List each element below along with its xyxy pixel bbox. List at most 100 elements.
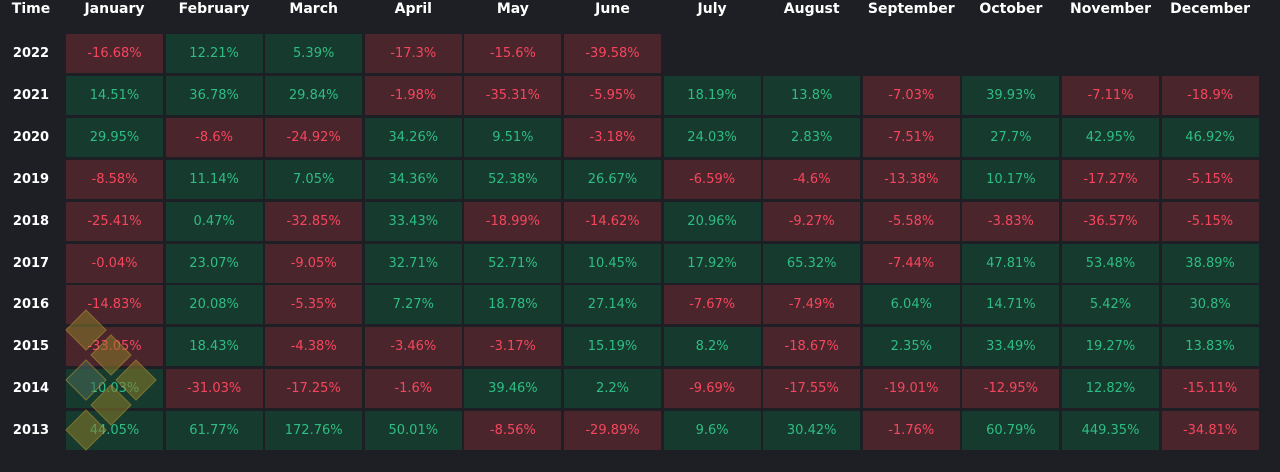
return-cell: -31.03% bbox=[165, 369, 263, 409]
return-cell: -7.11% bbox=[1062, 75, 1159, 115]
return-cell: -8.56% bbox=[464, 411, 562, 451]
return-cell: -14.83% bbox=[66, 285, 163, 325]
return-cell: -9.27% bbox=[763, 201, 861, 241]
return-cell: -8.58% bbox=[66, 159, 163, 199]
return-cell: -7.44% bbox=[862, 243, 960, 283]
return-cell: -33.05% bbox=[66, 327, 163, 367]
return-cell: -18.99% bbox=[464, 201, 562, 241]
return-cell: -8.6% bbox=[165, 117, 263, 157]
return-cell: 449.35% bbox=[1062, 411, 1159, 451]
header-month-march: March bbox=[289, 1, 338, 17]
return-cell: -36.57% bbox=[1062, 201, 1159, 241]
return-cell: -1.98% bbox=[364, 75, 462, 115]
return-cell: -18.9% bbox=[1161, 75, 1259, 115]
return-cell: 10.17% bbox=[962, 159, 1060, 199]
return-cell: 33.43% bbox=[364, 201, 462, 241]
return-cell: -5.15% bbox=[1161, 159, 1259, 199]
return-cell: 7.05% bbox=[265, 159, 363, 199]
return-cell: 14.71% bbox=[962, 285, 1060, 325]
return-cell: 13.8% bbox=[763, 75, 861, 115]
row-year-label: 2016 bbox=[12, 297, 50, 313]
return-cell: 19.27% bbox=[1062, 327, 1159, 367]
return-cell: 50.01% bbox=[364, 411, 462, 451]
return-cell: -16.68% bbox=[66, 34, 163, 73]
return-cell: 18.78% bbox=[464, 285, 562, 325]
return-cell: -15.6% bbox=[464, 34, 562, 73]
return-cell: -6.59% bbox=[663, 159, 761, 199]
return-cell: -0.04% bbox=[66, 243, 163, 283]
return-cell: 5.39% bbox=[265, 34, 363, 73]
return-cell: -25.41% bbox=[66, 201, 163, 241]
return-cell: 18.19% bbox=[663, 75, 761, 115]
return-cell: 32.71% bbox=[364, 243, 462, 283]
return-cell: -9.69% bbox=[663, 369, 761, 409]
return-cell: 26.67% bbox=[564, 159, 661, 199]
return-cell: -34.81% bbox=[1161, 411, 1259, 451]
return-cell: 30.8% bbox=[1161, 285, 1259, 325]
return-cell: 2.2% bbox=[564, 369, 661, 409]
return-cell: 14.51% bbox=[66, 75, 163, 115]
header-month-september: September bbox=[867, 1, 955, 17]
row-year-label: 2021 bbox=[12, 87, 50, 103]
return-cell: -7.51% bbox=[862, 117, 960, 157]
return-cell: 9.6% bbox=[663, 411, 761, 451]
row-year-label: 2020 bbox=[12, 129, 50, 145]
return-cell: -3.46% bbox=[364, 327, 462, 367]
return-cell: 18.43% bbox=[165, 327, 263, 367]
return-cell: 172.76% bbox=[265, 411, 363, 451]
return-cell: 33.49% bbox=[962, 327, 1060, 367]
header-month-may: May bbox=[496, 1, 529, 17]
return-cell: -3.17% bbox=[464, 327, 562, 367]
return-cell: -15.11% bbox=[1161, 369, 1259, 409]
header-month-june: June bbox=[595, 1, 630, 17]
return-cell: -39.58% bbox=[564, 34, 661, 73]
return-cell: 2.83% bbox=[763, 117, 861, 157]
return-cell: -5.35% bbox=[265, 285, 363, 325]
return-cell: -12.95% bbox=[962, 369, 1060, 409]
return-cell: -5.15% bbox=[1161, 201, 1259, 241]
return-cell: -7.03% bbox=[862, 75, 960, 115]
return-cell: 29.84% bbox=[265, 75, 363, 115]
return-cell: 52.71% bbox=[464, 243, 562, 283]
return-cell: 9.51% bbox=[464, 117, 562, 157]
return-cell: 47.81% bbox=[962, 243, 1060, 283]
return-cell: 27.7% bbox=[962, 117, 1060, 157]
header-month-august: August bbox=[783, 1, 840, 17]
return-cell: 24.03% bbox=[663, 117, 761, 157]
return-cell: -4.6% bbox=[763, 159, 861, 199]
return-cell: 6.04% bbox=[862, 285, 960, 325]
table-header: Time January February March April May June Jul… bbox=[0, 0, 1280, 22]
return-cell: 5.42% bbox=[1062, 285, 1159, 325]
return-cell: -5.58% bbox=[862, 201, 960, 241]
return-cell: -3.18% bbox=[564, 117, 661, 157]
return-cell: -5.95% bbox=[564, 75, 661, 115]
return-cell: 11.14% bbox=[165, 159, 263, 199]
return-cell: -17.3% bbox=[364, 34, 462, 73]
return-cell: 12.82% bbox=[1062, 369, 1159, 409]
header-time: Time bbox=[11, 1, 51, 17]
return-cell: 20.96% bbox=[663, 201, 761, 241]
return-cell: -14.62% bbox=[564, 201, 661, 241]
header-month-february: February bbox=[178, 1, 250, 17]
header-month-december: December bbox=[1170, 1, 1251, 17]
return-cell: 34.36% bbox=[364, 159, 462, 199]
row-year-label: 2014 bbox=[12, 381, 50, 397]
return-cell: 44.05% bbox=[66, 411, 163, 451]
return-cell: 2.35% bbox=[862, 327, 960, 367]
return-cell: 20.08% bbox=[165, 285, 263, 325]
return-cell: 46.92% bbox=[1161, 117, 1259, 157]
return-cell: 0.47% bbox=[165, 201, 263, 241]
row-year-label: 2019 bbox=[12, 171, 50, 187]
return-cell: 34.26% bbox=[364, 117, 462, 157]
return-cell: 42.95% bbox=[1062, 117, 1159, 157]
header-month-july: July bbox=[697, 1, 727, 17]
return-cell: -7.49% bbox=[763, 285, 861, 325]
return-cell: 8.2% bbox=[663, 327, 761, 367]
header-month-november: November bbox=[1070, 1, 1151, 17]
return-cell: 23.07% bbox=[165, 243, 263, 283]
row-year-label: 2017 bbox=[12, 255, 50, 271]
return-cell: 30.42% bbox=[763, 411, 861, 451]
return-cell: -35.31% bbox=[464, 75, 562, 115]
return-cell: 10.03% bbox=[66, 369, 163, 409]
return-cell: 38.89% bbox=[1161, 243, 1259, 283]
